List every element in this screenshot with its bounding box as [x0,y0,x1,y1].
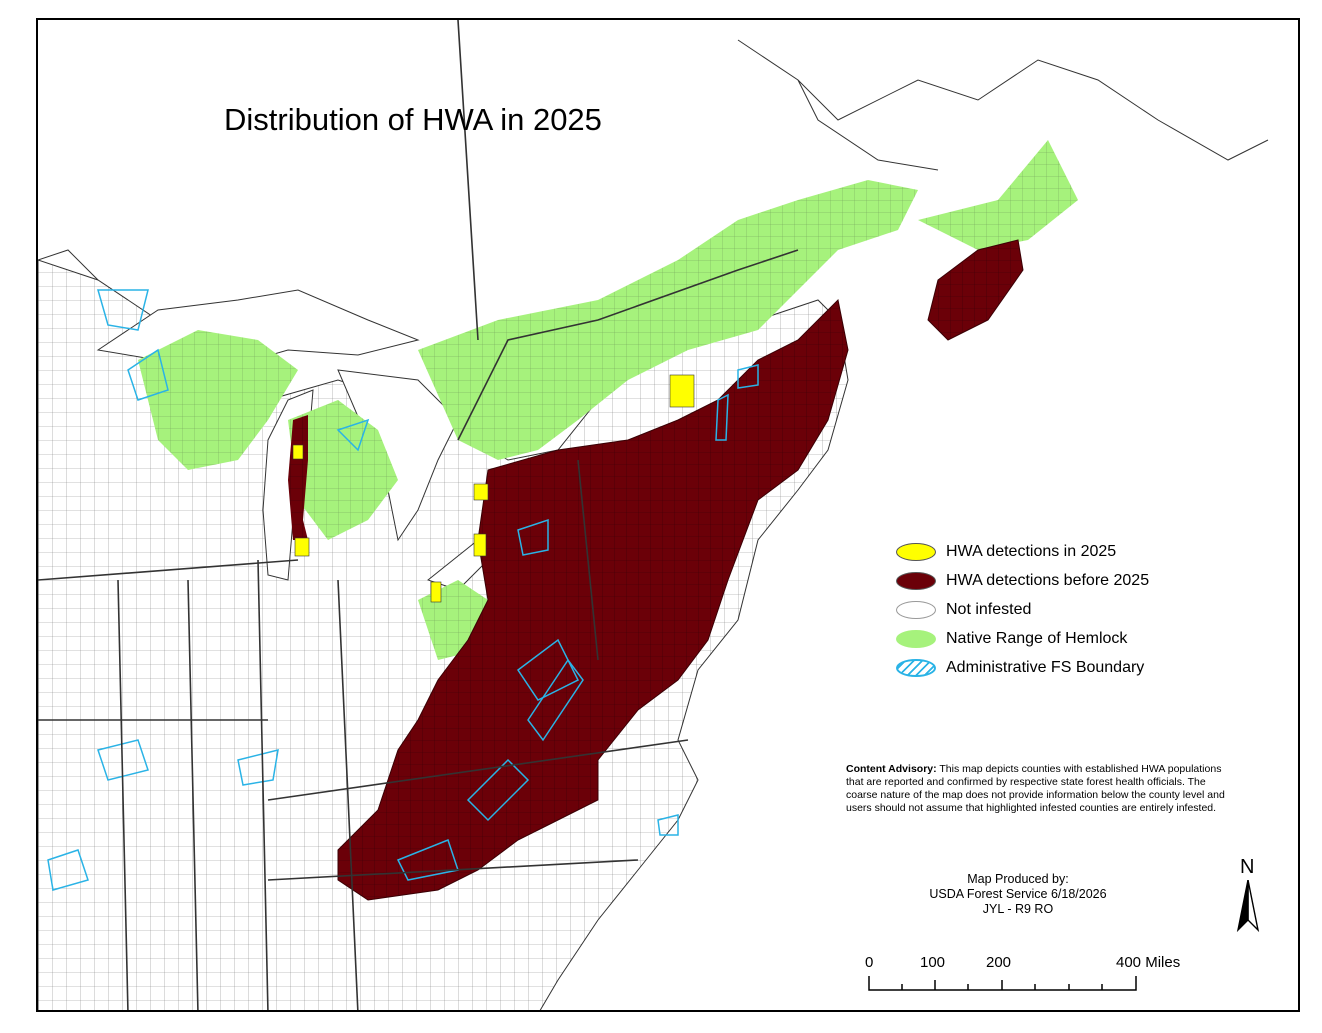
scale-label-400: 400 Miles [1116,954,1181,971]
legend-swatch-hwa-2025 [896,542,936,561]
advisory-text: This map depicts counties with establish… [846,763,1225,814]
hwa-2025-county [473,483,489,501]
legend-label: HWA detections in 2025 [946,542,1117,560]
north-arrow-icon [1236,880,1260,933]
advisory-heading: Content Advisory: [846,763,937,775]
legend-item-hwa-before-2025: HWA detections before 2025 [896,566,1149,595]
hwa-2025-county [292,444,304,460]
legend-label: Administrative FS Boundary [946,658,1145,676]
hwa-before-2025-region [927,239,1024,341]
legend-swatch-not-infested [896,600,936,619]
legend-item-hwa-2025: HWA detections in 2025 [896,537,1149,566]
native-hemlock-range [288,400,398,540]
legend-swatch-hwa-before-2025 [896,571,936,590]
credits-line: Map Produced by: [967,872,1069,886]
legend-label: Not infested [946,600,1032,618]
native-hemlock-range [138,330,298,470]
map-credits: Map Produced by: USDA Forest Service 6/1… [898,872,1138,917]
legend-item-not-infested: Not infested [896,595,1149,624]
native-hemlock-range [918,140,1078,250]
scale-bar-ticks [868,976,1137,991]
scale-label-100: 100 [920,954,946,971]
native-hemlock-range [418,180,918,460]
hwa-2025-county [473,533,487,557]
scale-bar: 0 100 200 400 Miles [858,954,1198,994]
hwa-2025-county [430,581,442,603]
legend: HWA detections in 2025 HWA detections be… [896,537,1149,682]
legend-item-native-hemlock: Native Range of Hemlock [896,624,1149,653]
north-arrow: N [1228,856,1268,936]
legend-swatch-native-hemlock [896,629,936,648]
hwa-2025-county [294,537,310,557]
canada-outlines [38,39,1269,281]
map-frame: Distribution of HWA in 2025 HWA detectio… [36,18,1300,1012]
state-lines [38,20,799,1010]
map-title: Distribution of HWA in 2025 [224,102,602,137]
hwa-before-2025-region [337,298,849,901]
credits-line: USDA Forest Service 6/18/2026 [929,887,1107,901]
legend-item-fs-boundary: Administrative FS Boundary [896,653,1149,682]
north-letter: N [1240,856,1255,878]
scale-label-0: 0 [865,954,874,971]
content-advisory: Content Advisory: This map depicts count… [846,763,1226,815]
legend-label: HWA detections before 2025 [946,571,1150,589]
map-canvas [38,20,1269,1010]
scale-label-200: 200 [986,954,1012,971]
hwa-2025-county [669,374,695,408]
credits-line: JYL - R9 RO [982,902,1054,916]
legend-swatch-fs-boundary [896,658,936,677]
legend-label: Native Range of Hemlock [946,629,1128,647]
